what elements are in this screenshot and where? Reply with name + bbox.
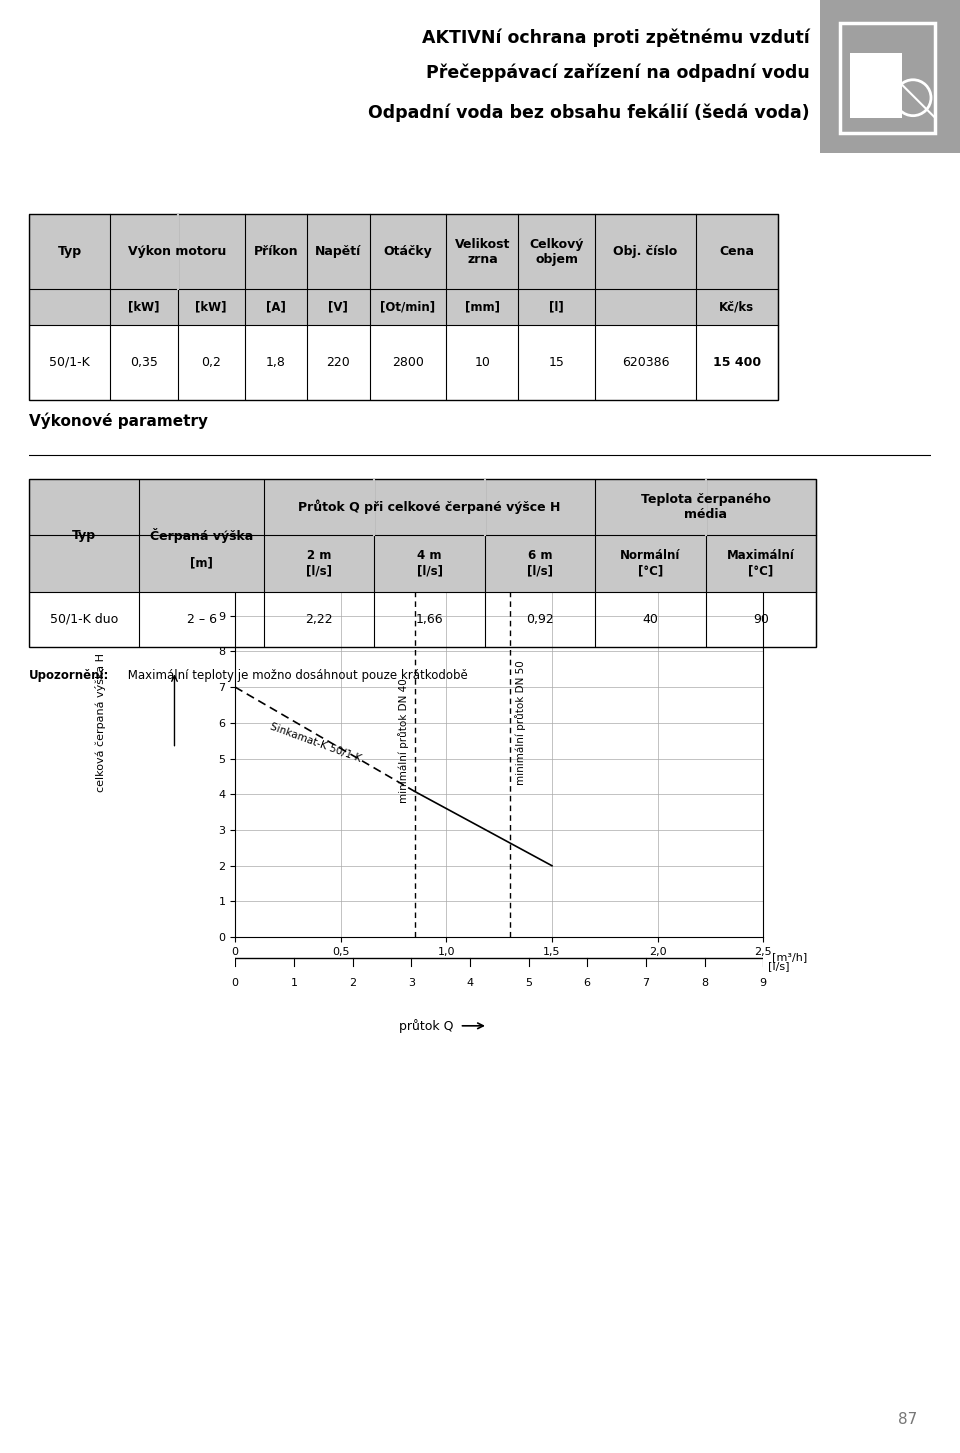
Text: Napětí: Napětí <box>315 246 362 259</box>
Text: Otáčky: Otáčky <box>384 246 432 259</box>
Text: Maximální
[°C]: Maximální [°C] <box>727 549 795 577</box>
Text: [A]: [A] <box>266 301 286 314</box>
Text: 15 400: 15 400 <box>712 356 761 369</box>
Text: 2 m
[l/s]: 2 m [l/s] <box>306 549 332 577</box>
Text: [Ot/min]: [Ot/min] <box>380 301 436 314</box>
Bar <box>29 479 816 535</box>
Text: Upozornění:: Upozornění: <box>29 670 109 681</box>
Text: 15: 15 <box>549 356 564 369</box>
Text: 1: 1 <box>290 978 298 988</box>
Text: n = 2900 U/min: n = 2900 U/min <box>603 546 691 556</box>
Text: Celkový
objem: Celkový objem <box>530 238 584 266</box>
Text: 0,92: 0,92 <box>526 613 554 626</box>
Text: celková čerpaná výška H: celková čerpaná výška H <box>95 654 107 792</box>
Text: 2 – 6: 2 – 6 <box>186 613 217 626</box>
Text: Velikost
zrna: Velikost zrna <box>455 238 510 266</box>
Text: Výkonové parametry: Výkonové parametry <box>29 413 207 429</box>
Text: 5: 5 <box>525 978 532 988</box>
Text: Čerpaná výška: Čerpaná výška <box>150 527 253 543</box>
Text: 40: 40 <box>642 613 659 626</box>
Text: Maximální teploty je možno dosáhnout pouze krátkodobě: Maximální teploty je možno dosáhnout pou… <box>124 670 468 681</box>
Text: průtok Q: průtok Q <box>399 1019 454 1033</box>
Bar <box>850 52 902 118</box>
Text: výkonový diagram: výkonový diagram <box>238 487 341 498</box>
Text: 87: 87 <box>898 1412 917 1427</box>
Text: [mm]: [mm] <box>465 301 500 314</box>
Text: 3: 3 <box>408 978 415 988</box>
Text: Průtok Q při celkové čerpané výšce H: Průtok Q při celkové čerpané výšce H <box>299 500 561 514</box>
Text: 620386: 620386 <box>622 356 669 369</box>
Text: [m]: [m] <box>186 490 206 500</box>
Text: minimální průtok DN 40: minimální průtok DN 40 <box>398 679 409 804</box>
Text: Kč/ks: Kč/ks <box>719 301 755 314</box>
Text: Cena: Cena <box>719 246 755 259</box>
Text: Obj. číslo: Obj. číslo <box>613 246 678 259</box>
Text: 6: 6 <box>584 978 590 988</box>
Text: 4: 4 <box>467 978 473 988</box>
Text: 8: 8 <box>701 978 708 988</box>
Text: 90: 90 <box>753 613 769 626</box>
Text: [l]: [l] <box>549 301 564 314</box>
Text: Typ: Typ <box>58 246 82 259</box>
Text: 1,8: 1,8 <box>266 356 286 369</box>
Text: Příkon: Příkon <box>253 246 299 259</box>
Bar <box>29 479 816 647</box>
Text: 50/1-K: 50/1-K <box>49 356 90 369</box>
Text: Teplota čerpaného
média: Teplota čerpaného média <box>640 493 771 522</box>
Text: Odpadní voda bez obsahu fekálií (šedá voda): Odpadní voda bez obsahu fekálií (šedá vo… <box>369 103 810 122</box>
Text: 2800: 2800 <box>392 356 424 369</box>
Text: Sinkamat-K 50/1 K: Sinkamat-K 50/1 K <box>269 721 362 764</box>
Text: 0,35: 0,35 <box>130 356 158 369</box>
Bar <box>29 535 816 591</box>
Text: 7: 7 <box>642 978 649 988</box>
Bar <box>29 289 778 324</box>
Text: Výkon motoru: Výkon motoru <box>129 246 227 259</box>
Text: tolerance ISO 2548/C: tolerance ISO 2548/C <box>615 488 734 498</box>
Text: [kW]: [kW] <box>129 301 159 314</box>
Bar <box>840 23 935 132</box>
Text: 2,22: 2,22 <box>305 613 333 626</box>
Text: 6 m
[l/s]: 6 m [l/s] <box>527 549 553 577</box>
Text: Typ: Typ <box>72 529 96 542</box>
Text: 0: 0 <box>231 978 239 988</box>
Text: 4 m
[l/s]: 4 m [l/s] <box>417 549 443 577</box>
Text: [m³/h]: [m³/h] <box>772 953 807 962</box>
Text: 2: 2 <box>349 978 356 988</box>
Text: 50/1-K duo: 50/1-K duo <box>50 613 118 626</box>
Text: 0,2: 0,2 <box>202 356 221 369</box>
Text: Normální
[°C]: Normální [°C] <box>620 549 681 577</box>
Text: [kW]: [kW] <box>196 301 227 314</box>
Text: [V]: [V] <box>328 301 348 314</box>
Bar <box>820 0 960 153</box>
Text: [m]: [m] <box>190 556 213 570</box>
Text: AKTIVNí ochrana proti zpětnému vzdutí: AKTIVNí ochrana proti zpětnému vzdutí <box>422 29 810 46</box>
Text: [l/s]: [l/s] <box>768 960 790 971</box>
Bar <box>29 215 778 289</box>
Text: Přečерpávací zařízení na odpadní vodu: Přečерpávací zařízení na odpadní vodu <box>426 64 810 81</box>
Text: 1,66: 1,66 <box>416 613 444 626</box>
Text: 9: 9 <box>759 978 767 988</box>
Text: minimální průtok DN 50: minimální průtok DN 50 <box>515 661 526 785</box>
Text: 10: 10 <box>474 356 491 369</box>
Text: 220: 220 <box>326 356 350 369</box>
Bar <box>29 215 778 400</box>
